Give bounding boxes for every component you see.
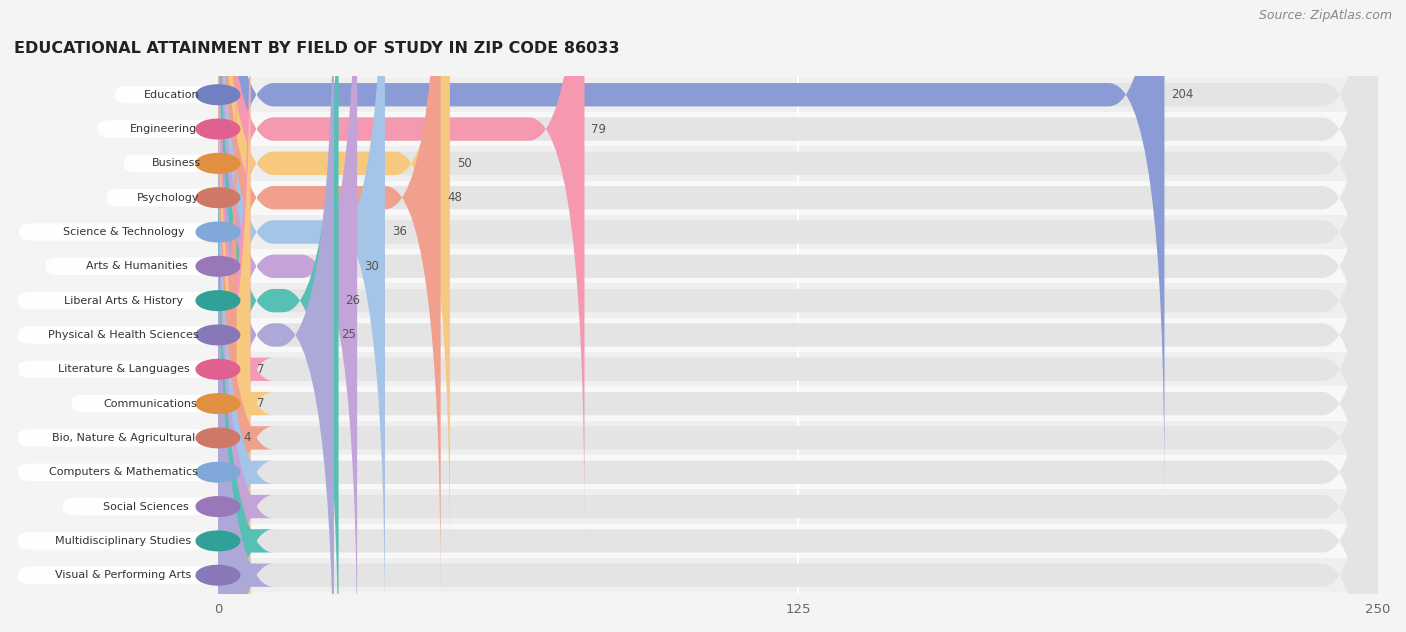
- Bar: [218, 386, 1378, 421]
- Text: 7: 7: [257, 397, 264, 410]
- Bar: [218, 352, 1378, 386]
- FancyBboxPatch shape: [218, 175, 1378, 632]
- Bar: [218, 489, 1378, 524]
- Bar: [218, 524, 1378, 558]
- FancyBboxPatch shape: [218, 0, 1378, 632]
- Text: Science & Technology: Science & Technology: [63, 227, 186, 237]
- Text: Multidisciplinary Studies: Multidisciplinary Studies: [55, 536, 191, 546]
- FancyBboxPatch shape: [218, 0, 1378, 632]
- FancyBboxPatch shape: [162, 175, 274, 632]
- FancyBboxPatch shape: [218, 0, 335, 632]
- FancyBboxPatch shape: [218, 0, 440, 598]
- Bar: [218, 146, 1378, 181]
- Bar: [218, 558, 1378, 592]
- FancyBboxPatch shape: [218, 72, 1378, 632]
- Bar: [218, 215, 1378, 249]
- Text: Literature & Languages: Literature & Languages: [58, 364, 190, 374]
- Text: 4: 4: [243, 432, 250, 444]
- FancyBboxPatch shape: [218, 0, 1378, 529]
- Text: 50: 50: [457, 157, 471, 170]
- FancyBboxPatch shape: [218, 0, 1378, 632]
- Text: EDUCATIONAL ATTAINMENT BY FIELD OF STUDY IN ZIP CODE 86033: EDUCATIONAL ATTAINMENT BY FIELD OF STUDY…: [14, 41, 620, 56]
- FancyBboxPatch shape: [218, 0, 385, 632]
- FancyBboxPatch shape: [218, 106, 1378, 632]
- Text: 25: 25: [340, 329, 356, 341]
- Text: Visual & Performing Arts: Visual & Performing Arts: [55, 570, 191, 580]
- FancyBboxPatch shape: [218, 0, 1164, 495]
- Text: Bio, Nature & Agricultural: Bio, Nature & Agricultural: [52, 433, 195, 443]
- Text: 36: 36: [392, 226, 406, 238]
- FancyBboxPatch shape: [194, 3, 274, 632]
- FancyBboxPatch shape: [218, 141, 1378, 632]
- Bar: [218, 455, 1378, 489]
- FancyBboxPatch shape: [218, 0, 357, 632]
- Text: Computers & Mathematics: Computers & Mathematics: [49, 467, 198, 477]
- Text: Physical & Health Sciences: Physical & Health Sciences: [48, 330, 198, 340]
- FancyBboxPatch shape: [194, 0, 274, 632]
- FancyBboxPatch shape: [218, 38, 1378, 632]
- Text: 30: 30: [364, 260, 378, 273]
- FancyBboxPatch shape: [218, 0, 1378, 632]
- Text: Engineering: Engineering: [129, 124, 197, 134]
- Bar: [218, 181, 1378, 215]
- FancyBboxPatch shape: [218, 0, 1378, 564]
- FancyBboxPatch shape: [218, 0, 1378, 598]
- Text: Education: Education: [145, 90, 200, 100]
- Text: Communications: Communications: [104, 399, 197, 409]
- Text: 0: 0: [225, 569, 232, 581]
- Bar: [218, 78, 1378, 112]
- Text: 48: 48: [447, 191, 463, 204]
- FancyBboxPatch shape: [218, 3, 1378, 632]
- Bar: [218, 421, 1378, 455]
- Text: Liberal Arts & History: Liberal Arts & History: [63, 296, 183, 306]
- Text: Psychology: Psychology: [136, 193, 198, 203]
- FancyBboxPatch shape: [218, 0, 450, 564]
- Bar: [218, 112, 1378, 146]
- Text: 0: 0: [225, 500, 232, 513]
- Text: Source: ZipAtlas.com: Source: ZipAtlas.com: [1258, 9, 1392, 23]
- Text: Business: Business: [152, 159, 201, 168]
- Text: 204: 204: [1171, 88, 1194, 101]
- Bar: [218, 284, 1378, 318]
- Text: Arts & Humanities: Arts & Humanities: [86, 261, 188, 271]
- FancyBboxPatch shape: [181, 38, 274, 632]
- Text: 26: 26: [346, 294, 360, 307]
- Text: 7: 7: [257, 363, 264, 376]
- FancyBboxPatch shape: [162, 106, 274, 632]
- Text: 0: 0: [225, 466, 232, 479]
- Bar: [218, 249, 1378, 284]
- Text: 0: 0: [225, 535, 232, 547]
- Bar: [218, 318, 1378, 352]
- FancyBboxPatch shape: [162, 141, 274, 632]
- FancyBboxPatch shape: [218, 0, 585, 529]
- Text: Social Sciences: Social Sciences: [103, 502, 188, 511]
- FancyBboxPatch shape: [162, 72, 274, 632]
- FancyBboxPatch shape: [218, 0, 339, 632]
- FancyBboxPatch shape: [218, 0, 1378, 632]
- FancyBboxPatch shape: [218, 0, 1378, 495]
- Text: 79: 79: [592, 123, 606, 135]
